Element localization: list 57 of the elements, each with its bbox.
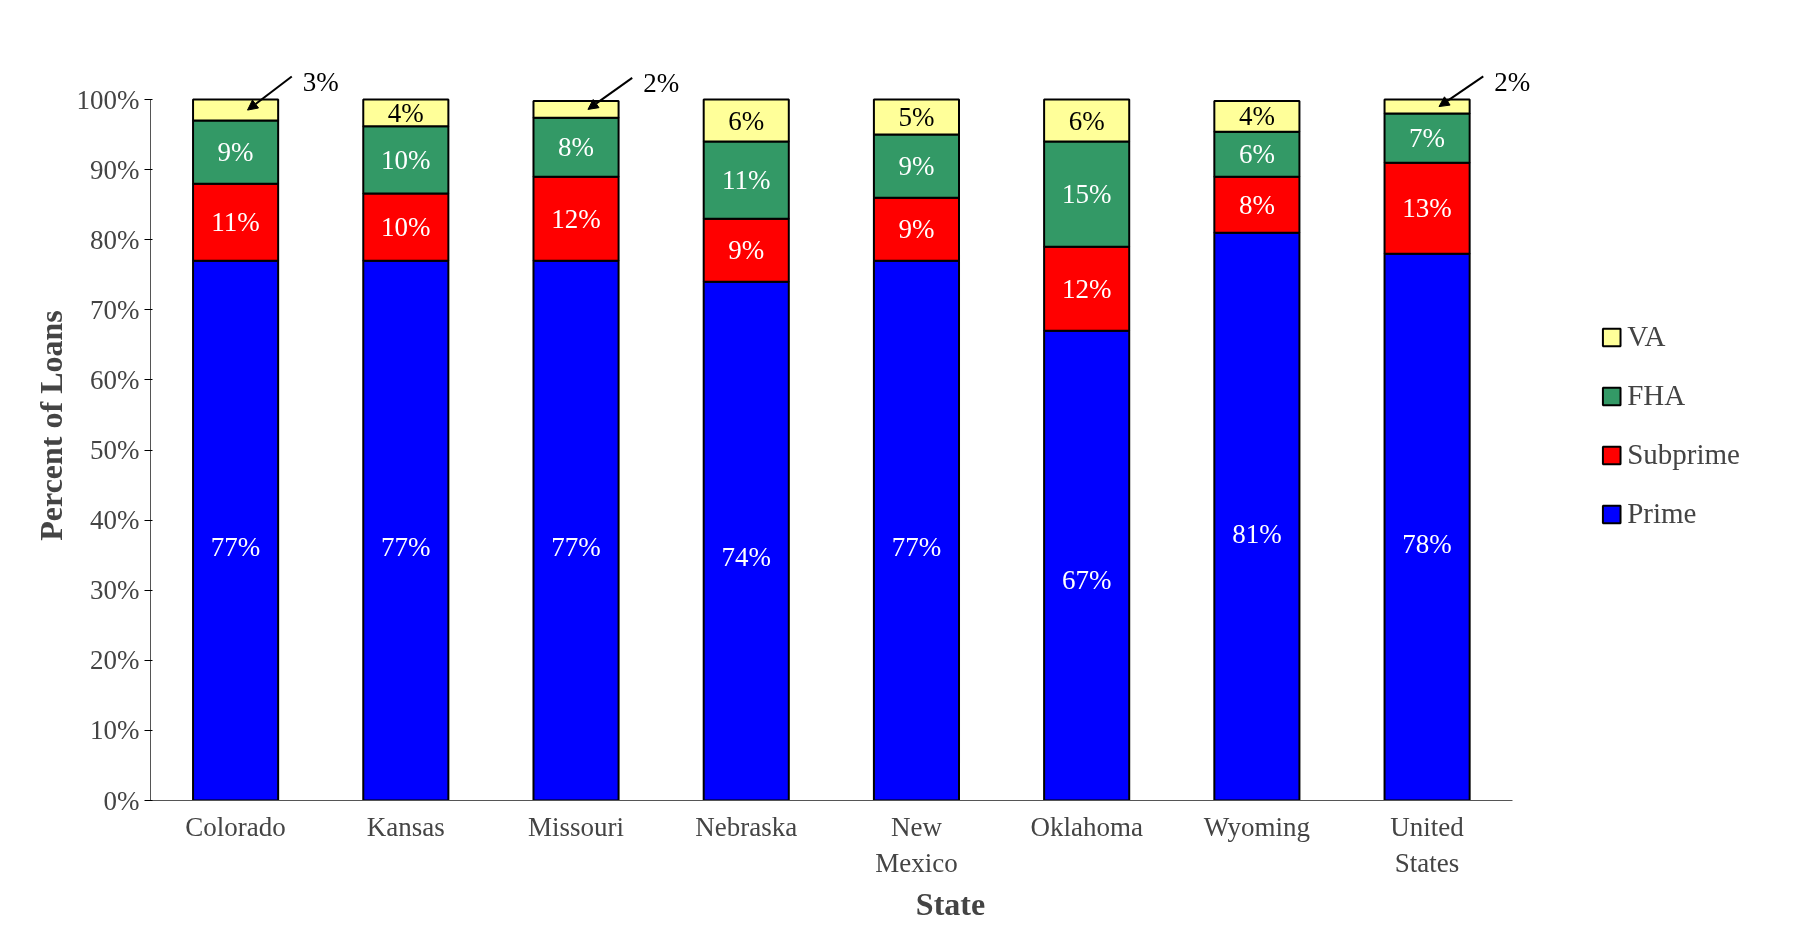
data-label: 6% — [728, 105, 765, 136]
data-label: 4% — [387, 97, 424, 128]
data-label: 6% — [1238, 139, 1275, 170]
data-label: 5% — [898, 102, 935, 133]
y-tick-label: 60% — [90, 364, 140, 395]
y-tick-label: 0% — [103, 785, 140, 816]
data-label: 12% — [551, 203, 601, 234]
y-tick-label: 50% — [90, 435, 140, 466]
y-tick-label: 10% — [90, 715, 140, 746]
data-label: 2% — [1494, 67, 1531, 98]
data-label: 81% — [1232, 518, 1282, 549]
data-label: 6% — [1068, 105, 1105, 136]
x-axis-title: State — [915, 885, 986, 922]
data-label: 13% — [1402, 193, 1452, 224]
x-tick-label: New Mexico — [875, 811, 958, 878]
data-label: 12% — [1061, 273, 1112, 304]
x-tick-label: Wyoming — [1203, 811, 1311, 842]
data-label: 2% — [643, 68, 680, 99]
data-label: 74% — [721, 541, 771, 572]
data-label: 3% — [302, 67, 339, 98]
data-label: 8% — [558, 132, 595, 163]
data-label: 67% — [1061, 564, 1112, 595]
data-label: 77% — [210, 531, 261, 562]
data-label: 9% — [728, 235, 765, 266]
y-tick-label: 30% — [90, 575, 140, 606]
data-label: 77% — [891, 531, 942, 562]
x-tick-label: Oklahoma — [1030, 811, 1143, 842]
data-label: 7% — [1409, 123, 1446, 154]
y-axis-title: Percent of Loans — [32, 310, 69, 541]
legend-label: FHA — [1627, 379, 1686, 412]
data-label: 11% — [722, 165, 771, 196]
x-tick-label: Colorado — [185, 811, 286, 842]
legend-label: Subprime — [1627, 438, 1740, 471]
y-tick-label: 20% — [90, 645, 140, 676]
y-tick-label: 80% — [90, 224, 140, 255]
legend-label: Prime — [1627, 497, 1697, 530]
y-tick-label: 100% — [76, 84, 140, 115]
data-label: 9% — [898, 214, 935, 245]
data-label: 10% — [381, 144, 431, 175]
x-tick-label: Kansas — [366, 811, 445, 842]
data-label: 8% — [1238, 189, 1275, 220]
y-tick-label: 70% — [90, 294, 140, 325]
x-tick-label: Missouri — [528, 811, 625, 842]
x-tick-label: Nebraska — [695, 811, 798, 842]
data-label: 4% — [1238, 101, 1275, 132]
x-tick-label: United States — [1390, 811, 1465, 878]
legend-label: VA — [1627, 320, 1666, 353]
data-label: 77% — [551, 531, 601, 562]
data-label: 10% — [381, 212, 431, 243]
data-label: 77% — [381, 531, 431, 562]
y-tick-label: 40% — [90, 505, 140, 536]
y-tick-label: 90% — [90, 154, 140, 185]
data-label: 9% — [898, 151, 935, 182]
data-label: 78% — [1402, 528, 1452, 559]
data-label: 9% — [217, 137, 254, 168]
data-label: 11% — [211, 207, 260, 238]
data-label: 15% — [1061, 179, 1112, 210]
